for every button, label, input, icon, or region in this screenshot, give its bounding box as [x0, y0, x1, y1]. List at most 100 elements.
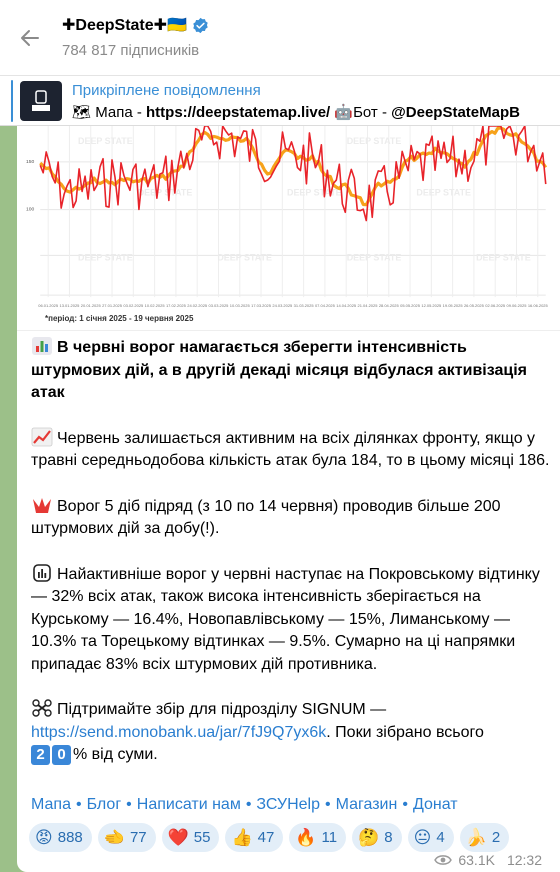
chart-watermark: DEEP STATE: [78, 252, 133, 262]
paragraph-1-text: Червень залишається активним на всіх діл…: [31, 429, 550, 470]
chart-x-tick-label: 06.01.2025: [38, 303, 59, 308]
digit-2-keycap: 2: [31, 745, 50, 765]
attack-chart-image[interactable]: 06.01.2025 13.01.2025 20.01.2025 27.01.2025…: [17, 126, 560, 331]
reaction-count: 11: [321, 829, 338, 846]
reaction-banana[interactable]: 🍌 2: [459, 823, 510, 852]
channel-title[interactable]: ✚DeepState✚🇺🇦: [62, 15, 209, 35]
hand-emoji-icon: 🫲: [103, 828, 125, 847]
paragraph-1: Червень залишається активним на всіх діл…: [31, 427, 551, 473]
pinned-thumbnail: [20, 81, 62, 121]
reaction-thumbs-up[interactable]: 👍 47: [225, 823, 284, 852]
pinned-message-bar[interactable]: Прикріплене повідомлення 🗺 Мапа - https:…: [0, 76, 560, 126]
views-eye-icon: [434, 855, 453, 865]
chart-up-emoji-icon: [31, 427, 53, 446]
chart-x-tick-label: 03.02.2025: [123, 303, 144, 308]
deepstate-logo-icon: [32, 90, 50, 111]
chart-x-tick-label: 07.04.2025: [315, 303, 336, 308]
paragraph-3: Найактивніше ворог у червні наступає на …: [31, 563, 551, 677]
link-write-us[interactable]: Написати нам: [136, 796, 241, 813]
pinned-map-prefix: 🗺 Мапа -: [72, 104, 147, 121]
back-arrow-icon[interactable]: [18, 26, 42, 50]
reaction-hand[interactable]: 🫲 77: [97, 823, 156, 852]
link-separator: •: [126, 796, 132, 813]
paragraph-2: Ворог 5 діб підряд (з 10 по 14 червня) п…: [31, 495, 551, 541]
reaction-count: 2: [491, 829, 501, 846]
bar-chart-emoji-icon: [32, 337, 52, 355]
angry-emoji-icon: 😡: [35, 828, 53, 847]
chart-x-tick-label: 10.02.2025: [145, 303, 166, 308]
neutral-face-emoji-icon: 😐: [413, 828, 432, 847]
chart-x-tick-label: 16.06.2025: [528, 303, 549, 308]
link-shop[interactable]: Магазин: [335, 796, 398, 813]
chart-x-tick-label: 21.04.2025: [358, 303, 379, 308]
link-blog[interactable]: Блог: [86, 796, 122, 813]
chart-x-tick-label: 10.03.2025: [230, 303, 251, 308]
verified-badge-icon: [193, 17, 208, 33]
pinned-bot-handle: @DeepStateMapB: [391, 104, 520, 121]
fire-emoji-icon: 🔥: [295, 828, 317, 847]
chart-x-tick-label: 24.02.2025: [187, 303, 208, 308]
chart-average-line: [39, 126, 548, 207]
chart-x-tick-label: 05.05.2025: [400, 303, 421, 308]
views-count: 63.1K: [458, 852, 495, 868]
reaction-neutral[interactable]: 😐 4: [407, 823, 454, 852]
link-separator: •: [245, 796, 252, 813]
chart-period-note: *період: 1 січня 2025 - 19 червня 2025: [45, 314, 194, 323]
link-zsu-help[interactable]: ЗСУHelp: [256, 796, 320, 813]
chart-y-tick-label: 150: [26, 159, 35, 165]
headline-text: В червні ворог намагається зберегти інте…: [31, 339, 527, 401]
chart-watermark: DEEP STATE: [78, 136, 133, 146]
reaction-angry[interactable]: 😡 888: [29, 823, 92, 852]
reaction-count: 888: [57, 829, 83, 846]
pinned-indicator: [11, 80, 13, 122]
thinking-emoji-icon: 🤔: [358, 828, 380, 847]
chart-watermark: DEEP STATE: [138, 188, 193, 198]
reaction-count: 77: [129, 829, 147, 846]
chart-x-tick-label: 14.04.2025: [336, 303, 357, 308]
chart-watermark: DEEP STATE: [416, 188, 471, 198]
chart-x-tick-label: 09.06.2025: [507, 303, 528, 308]
chart-watermark: DEEP STATE: [287, 188, 342, 198]
reaction-count: 47: [257, 829, 275, 846]
message-headline: В червні ворог намагається зберегти інте…: [31, 336, 551, 405]
subscriber-count: 784 817 підписників: [62, 42, 200, 59]
chart-x-tick-label: 12.05.2025: [421, 303, 442, 308]
stats-emoji-icon: [33, 563, 51, 582]
heart-emoji-icon: ❤️: [167, 828, 189, 847]
reaction-count: 8: [384, 829, 393, 846]
thumbs-up-emoji-icon: 👍: [231, 828, 253, 847]
chart-x-tick-label: 17.03.2025: [251, 303, 272, 308]
chart-x-tick-label: 17.02.2025: [166, 303, 187, 308]
chart-x-tick-label: 20.01.2025: [81, 303, 102, 308]
link-donate[interactable]: Донат: [412, 796, 458, 813]
chart-x-tick-label: 19.05.2025: [443, 303, 464, 308]
digit-0-keycap: 0: [52, 745, 71, 765]
reaction-thinking[interactable]: 🤔 8: [352, 823, 402, 852]
chart-x-tick-label: 27.01.2025: [102, 303, 123, 308]
chart-x-tick-label: 03.03.2025: [209, 303, 230, 308]
jester-emoji-icon: [33, 497, 51, 513]
paragraph-3-text: Найактивніше ворог у червні наступає на …: [31, 565, 540, 673]
pinned-bot-prefix: 🤖Бот -: [330, 104, 392, 121]
paragraph-2-text: Ворог 5 діб підряд (з 10 по 14 червня) п…: [31, 497, 501, 538]
paragraph-4-mid: . Поки зібрано всього: [326, 723, 484, 741]
chart-x-tick-label: 26.05.2025: [464, 303, 485, 308]
channel-name: ✚DeepState✚🇺🇦: [62, 17, 187, 34]
chart-x-tick-label: 13.01.2025: [60, 303, 81, 308]
link-separator: •: [402, 796, 408, 813]
footer-links: Мапа • Блог • Написати нам • ЗСУHelp • Магазин • Д…: [31, 796, 458, 814]
chart-watermark: DEEP STATE: [347, 136, 402, 146]
reaction-count: 4: [436, 829, 445, 846]
link-separator: •: [75, 796, 82, 813]
pinned-map-link: https://deepstatemap.live/: [146, 104, 331, 121]
paragraph-4: Підтримайте збір для підрозділу SIGNUM —…: [31, 698, 551, 767]
drone-emoji-icon: [32, 699, 52, 717]
message-text: В червні ворог намагається зберегти інте…: [31, 336, 551, 789]
reaction-fire[interactable]: 🔥 11: [289, 823, 347, 852]
link-map[interactable]: Мапа: [31, 796, 71, 813]
chart-x-tick-label: 24.03.2025: [272, 303, 293, 308]
reaction-heart[interactable]: ❤️ 55: [161, 823, 220, 852]
monobank-link[interactable]: https://send.monobank.ua/jar/7fJ9Q7yx6k: [31, 723, 327, 741]
message-bubble: 06.01.2025 13.01.2025 20.01.2025 27.01.2025…: [17, 126, 560, 872]
chart-x-tick-label: 02.06.2025: [485, 303, 506, 308]
